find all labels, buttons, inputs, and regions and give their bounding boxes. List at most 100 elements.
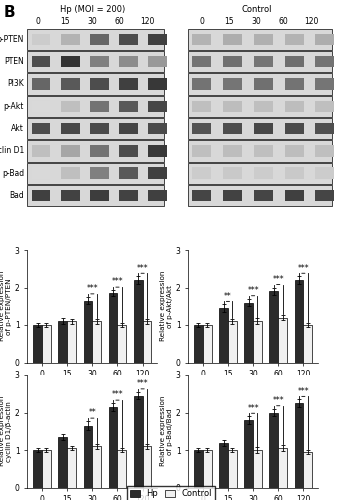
Bar: [254, 168, 273, 179]
Bar: [315, 145, 334, 157]
Bar: [119, 100, 137, 112]
Bar: [194, 450, 203, 488]
Bar: [223, 190, 242, 202]
Bar: [228, 450, 237, 488]
Bar: [192, 168, 211, 179]
Bar: [223, 123, 242, 134]
Bar: [134, 396, 143, 488]
Bar: [254, 100, 273, 112]
Text: PTEN: PTEN: [4, 57, 24, 66]
Y-axis label: Relative expression
of p-PTEN/PTEN: Relative expression of p-PTEN/PTEN: [0, 271, 12, 342]
Bar: [42, 325, 51, 362]
Bar: [119, 34, 137, 45]
Bar: [31, 168, 50, 179]
Bar: [118, 325, 126, 362]
Bar: [27, 96, 164, 117]
Text: 30: 30: [88, 17, 97, 26]
Bar: [254, 34, 273, 45]
Bar: [31, 145, 50, 157]
Bar: [188, 29, 332, 50]
Y-axis label: Relative expression
of p-Akt/Akt: Relative expression of p-Akt/Akt: [160, 271, 173, 342]
X-axis label: Time (min): Time (min): [69, 384, 115, 394]
Text: 60: 60: [279, 17, 289, 26]
Bar: [143, 322, 152, 362]
Bar: [119, 168, 137, 179]
Bar: [223, 100, 242, 112]
Bar: [188, 96, 332, 117]
Text: 30: 30: [252, 17, 261, 26]
Bar: [223, 78, 242, 90]
Bar: [61, 100, 79, 112]
Bar: [254, 56, 273, 68]
Legend: Hp, Control: Hp, Control: [127, 486, 215, 500]
Bar: [228, 322, 237, 362]
Bar: [58, 437, 67, 488]
Text: p-Akt: p-Akt: [3, 102, 24, 111]
Bar: [203, 450, 212, 488]
Bar: [315, 56, 334, 68]
Bar: [90, 168, 108, 179]
Text: 120: 120: [304, 17, 318, 26]
Text: ***: ***: [112, 390, 123, 400]
Bar: [192, 78, 211, 90]
Bar: [244, 420, 253, 488]
Bar: [148, 145, 167, 157]
Bar: [61, 34, 79, 45]
Bar: [285, 56, 304, 68]
Bar: [134, 280, 143, 362]
Bar: [285, 190, 304, 202]
Bar: [285, 123, 304, 134]
Bar: [315, 123, 334, 134]
Text: ***: ***: [298, 264, 309, 272]
Bar: [253, 322, 262, 362]
Bar: [254, 145, 273, 157]
Bar: [42, 450, 51, 488]
Text: 0: 0: [35, 17, 40, 26]
Bar: [83, 426, 92, 488]
Bar: [92, 446, 101, 488]
Bar: [194, 325, 203, 362]
Text: 0: 0: [199, 17, 204, 26]
Bar: [31, 123, 50, 134]
Bar: [61, 78, 79, 90]
Bar: [90, 78, 108, 90]
Bar: [223, 168, 242, 179]
Bar: [192, 56, 211, 68]
Bar: [192, 190, 211, 202]
X-axis label: Time (min): Time (min): [230, 384, 276, 394]
Text: **: **: [89, 408, 96, 418]
Text: 120: 120: [140, 17, 154, 26]
Bar: [294, 403, 303, 487]
Bar: [285, 100, 304, 112]
Bar: [148, 56, 167, 68]
Text: p-PTEN: p-PTEN: [0, 35, 24, 44]
Bar: [119, 78, 137, 90]
Text: 15: 15: [60, 17, 70, 26]
Bar: [31, 78, 50, 90]
Bar: [244, 302, 253, 362]
Bar: [188, 74, 332, 94]
Bar: [148, 78, 167, 90]
Bar: [203, 325, 212, 362]
Bar: [143, 446, 152, 488]
Text: Bad: Bad: [9, 191, 24, 200]
Bar: [109, 407, 118, 488]
Bar: [31, 56, 50, 68]
Bar: [27, 185, 164, 206]
Bar: [61, 168, 79, 179]
Bar: [90, 34, 108, 45]
Bar: [223, 145, 242, 157]
Bar: [192, 100, 211, 112]
Text: ***: ***: [137, 264, 148, 272]
Bar: [278, 448, 287, 488]
Bar: [285, 78, 304, 90]
Bar: [90, 100, 108, 112]
Text: Control: Control: [241, 5, 272, 14]
Text: ***: ***: [112, 278, 123, 286]
Bar: [61, 56, 79, 68]
Bar: [148, 34, 167, 45]
Text: ***: ***: [273, 275, 284, 284]
Bar: [33, 450, 42, 488]
Bar: [61, 145, 79, 157]
Text: ***: ***: [247, 404, 259, 412]
